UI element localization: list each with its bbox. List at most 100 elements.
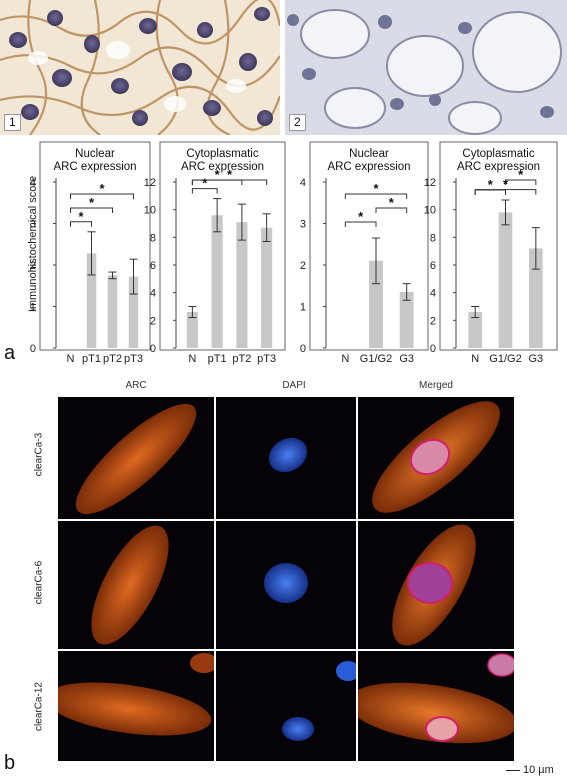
cell-arc-clearca-3 (58, 397, 214, 519)
significance-star-1-1: * (215, 167, 221, 182)
significance-bracket-0-1 (70, 207, 113, 213)
y-tick-label-3-6: 12 (424, 177, 436, 189)
significance-bracket-2-2 (344, 193, 408, 199)
panel-1-label: 1 (4, 114, 21, 131)
panel-2-label: 2 (289, 114, 306, 131)
y-tick-label-1-3: 6 (150, 260, 156, 272)
cell-arc-clearca-6 (58, 521, 214, 649)
significance-star-0-1: * (89, 195, 95, 210)
x-tick-label-0-0: N (67, 353, 75, 365)
significance-star-3-0: * (488, 177, 494, 192)
bar-3-2 (529, 248, 543, 348)
significance-star-2-0: * (358, 209, 364, 224)
y-tick-label-3-5: 10 (424, 205, 436, 217)
figure-b-letter: b (4, 752, 16, 774)
x-tick-label-3-1: G1/G2 (489, 353, 521, 365)
significance-star-0-2: * (99, 181, 105, 196)
row-label-clearca-12: clearCa-12 (33, 682, 45, 731)
cell-dapi-clearca-6 (216, 521, 356, 649)
histology-panel-2: 2 (285, 0, 567, 135)
chart-title-3-line-0: Cytoplasmatic (462, 148, 534, 160)
y-tick-label-3-2: 4 (430, 288, 436, 300)
y-tick-label-1-0: 0 (150, 343, 156, 355)
y-tick-label-0-3: 3 (30, 219, 36, 231)
significance-bracket-2-1 (375, 207, 408, 213)
bar-1-2 (236, 222, 248, 348)
row-label-clearca-3: clearCa-3 (33, 432, 45, 477)
cell-merged-clearca-6 (358, 521, 514, 649)
x-tick-label-3-2: G3 (528, 353, 543, 365)
significance-star-3-2: * (503, 177, 509, 192)
y-tick-label-2-4: 4 (300, 177, 306, 189)
chart-frame-2 (309, 141, 429, 351)
x-tick-label-0-3: pT3 (124, 353, 143, 365)
significance-star-3-1: * (518, 167, 524, 182)
chart-title-0-line-0: Nuclear (75, 148, 115, 160)
significance-star-1-0: * (202, 176, 208, 191)
y-tick-label-2-0: 0 (300, 343, 306, 355)
column-label-arc: ARC (125, 380, 147, 391)
significance-bracket-2-0 (344, 221, 377, 227)
y-tick-label-3-4: 8 (430, 232, 436, 244)
y-tick-label-2-2: 2 (300, 260, 306, 272)
chart-title-2-line-0: Nuclear (349, 148, 389, 160)
y-tick-label-1-5: 10 (144, 205, 156, 217)
y-tick-label-2-3: 3 (300, 219, 306, 231)
y-tick-label-0-1: 1 (30, 302, 36, 314)
x-tick-label-1-0: N (188, 353, 196, 365)
significance-bracket-0-0 (70, 221, 92, 227)
cell-dapi-clearca-12 (216, 651, 356, 761)
significance-bracket-0-2 (70, 193, 134, 199)
significance-star-0-0: * (78, 209, 84, 224)
significance-bracket-1-0 (191, 188, 218, 194)
x-tick-label-1-1: pT1 (208, 353, 227, 365)
bar-0-1 (86, 253, 97, 348)
significance-star-1-2: * (227, 167, 233, 182)
y-tick-label-3-3: 6 (430, 260, 436, 272)
x-tick-label-2-0: N (341, 353, 349, 365)
y-tick-label-0-2: 2 (30, 260, 36, 272)
cell-merged-clearca-3 (358, 397, 514, 519)
column-label-merged: Merged (419, 380, 453, 391)
bar-2-1 (369, 260, 383, 348)
bar-1-3 (261, 227, 273, 348)
x-tick-label-0-1: pT1 (82, 353, 101, 365)
significance-bracket-3-1 (505, 179, 537, 185)
y-tick-label-1-1: 2 (150, 315, 156, 327)
significance-star-2-1: * (389, 195, 395, 210)
chart-frame-0 (39, 141, 151, 351)
bar-2-2 (399, 291, 414, 348)
chart-title-3-line-1: ARC expression (457, 161, 540, 173)
y-tick-label-2-1: 1 (300, 302, 306, 314)
bar-0-3 (128, 276, 139, 348)
chart-title-0-line-1: ARC expression (53, 161, 136, 173)
cell-arc-clearca-12 (58, 651, 214, 761)
histology-panel-1: 1 (0, 0, 280, 135)
scale-bar: 10 µm (506, 764, 554, 776)
y-tick-label-0-4: 4 (30, 177, 36, 189)
x-tick-label-2-1: G1/G2 (360, 353, 392, 365)
column-label-dapi: DAPI (282, 380, 306, 391)
chart-title-2-line-1: ARC expression (327, 161, 410, 173)
chart-title-1-line-1: ARC expression (181, 161, 264, 173)
scale-bar-label: 10 µm (523, 764, 554, 776)
x-tick-label-1-3: pT3 (257, 353, 276, 365)
chart-frame-1 (159, 141, 286, 351)
y-tick-label-1-6: 12 (144, 177, 156, 189)
bar-3-0 (468, 312, 482, 348)
chart-title-1-line-0: Cytoplasmatic (186, 148, 258, 160)
x-tick-label-1-2: pT2 (232, 353, 251, 365)
figure-a-letter: a (4, 342, 16, 364)
bar-1-0 (186, 312, 198, 348)
y-tick-label-0-0: 0 (30, 343, 36, 355)
y-tick-label-1-2: 4 (150, 288, 156, 300)
x-tick-label-3-0: N (471, 353, 479, 365)
bar-0-2 (107, 275, 118, 348)
histology-2-image (285, 0, 567, 135)
y-tick-label-1-4: 8 (150, 232, 156, 244)
x-tick-label-2-2: G3 (399, 353, 414, 365)
significance-star-2-2: * (373, 181, 379, 196)
bar-1-1 (211, 215, 223, 348)
chart-frame-3 (439, 141, 558, 351)
